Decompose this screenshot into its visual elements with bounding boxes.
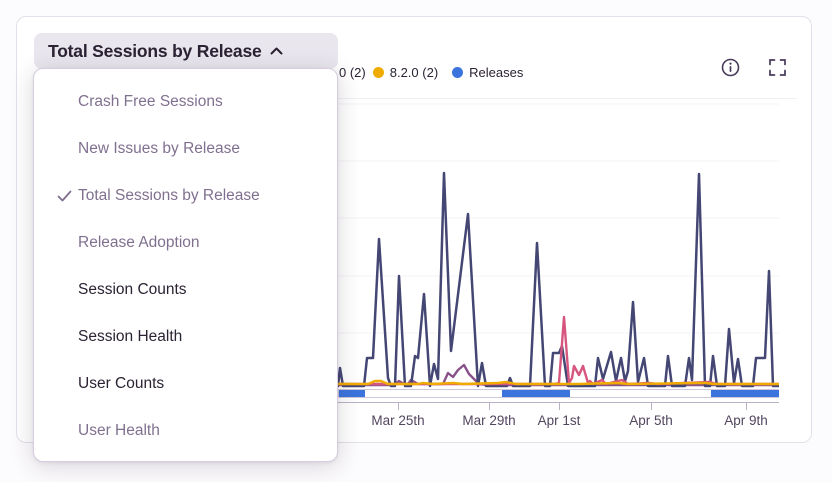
release-bar[interactable]	[339, 390, 365, 397]
header-divider	[338, 98, 797, 99]
series-line-8.2.0	[338, 379, 779, 386]
legend-item-clipped[interactable]: 0 (2)	[339, 65, 366, 80]
menu-item-selected[interactable]: Total Sessions by Release	[34, 172, 337, 219]
widget-title-dropdown-button[interactable]: Total Sessions by Release	[34, 33, 338, 69]
menu-item-label: Crash Free Sessions	[78, 92, 223, 110]
series-line-hidden-release-navy	[338, 171, 779, 388]
legend-items: 8.2.0 (2) Releases	[372, 65, 523, 80]
chart-type-dropdown-menu: Crash Free Sessions New Issues by Release…	[33, 68, 338, 462]
legend-label: Releases	[469, 65, 524, 80]
menu-item-label: Session Health	[78, 327, 183, 345]
x-axis-tick	[746, 403, 747, 410]
fullscreen-icon[interactable]	[768, 58, 787, 77]
x-axis-tick	[398, 403, 399, 410]
sessions-line-chart[interactable]	[338, 101, 779, 391]
menu-item[interactable]: User Health	[34, 407, 337, 454]
x-axis-tick	[489, 403, 490, 410]
menu-item-label: Release Adoption	[78, 233, 200, 251]
chevron-up-icon	[270, 47, 283, 55]
widget-actions	[721, 58, 787, 77]
menu-item[interactable]: Release Adoption	[34, 219, 337, 266]
menu-item[interactable]: User Counts	[34, 360, 337, 407]
release-bar[interactable]	[711, 390, 779, 397]
x-axis-label: Mar 29th	[462, 413, 516, 428]
menu-item[interactable]: Crash Free Sessions	[34, 78, 337, 125]
menu-item[interactable]: New Issues by Release	[34, 125, 337, 172]
legend-item[interactable]: Releases	[452, 65, 523, 80]
x-axis-label: Apr 9th	[724, 413, 768, 428]
legend-item[interactable]: 8.2.0 (2)	[372, 65, 439, 80]
menu-item[interactable]: Session Health	[34, 313, 337, 360]
menu-item-label: Session Counts	[78, 280, 187, 298]
x-axis-tick	[559, 403, 560, 410]
x-axis-label: Apr 5th	[629, 413, 673, 428]
legend-label: 8.2.0 (2)	[389, 65, 439, 80]
legend-dot-icon	[452, 67, 464, 78]
release-bar[interactable]	[502, 390, 570, 397]
releases-track[interactable]	[338, 389, 779, 398]
menu-item[interactable]: Session Counts	[34, 266, 337, 313]
legend-dot-icon	[372, 67, 384, 78]
x-axis-label: Mar 25th	[371, 413, 425, 428]
menu-item-label: User Counts	[78, 374, 165, 392]
info-icon[interactable]	[721, 58, 740, 77]
x-axis-tick	[651, 403, 652, 410]
menu-item-label: Total Sessions by Release	[78, 186, 260, 204]
menu-item-label: New Issues by Release	[78, 139, 240, 157]
x-axis-label: Apr 1st	[537, 413, 581, 428]
x-axis-line	[338, 402, 779, 403]
menu-item-label: User Health	[78, 421, 160, 439]
chart-legend: 0 (2) 8.2.0 (2) Releases	[339, 64, 523, 81]
widget-title: Total Sessions by Release	[48, 40, 262, 61]
checkmark-icon	[57, 190, 78, 202]
legend-label: 0 (2)	[339, 65, 366, 80]
